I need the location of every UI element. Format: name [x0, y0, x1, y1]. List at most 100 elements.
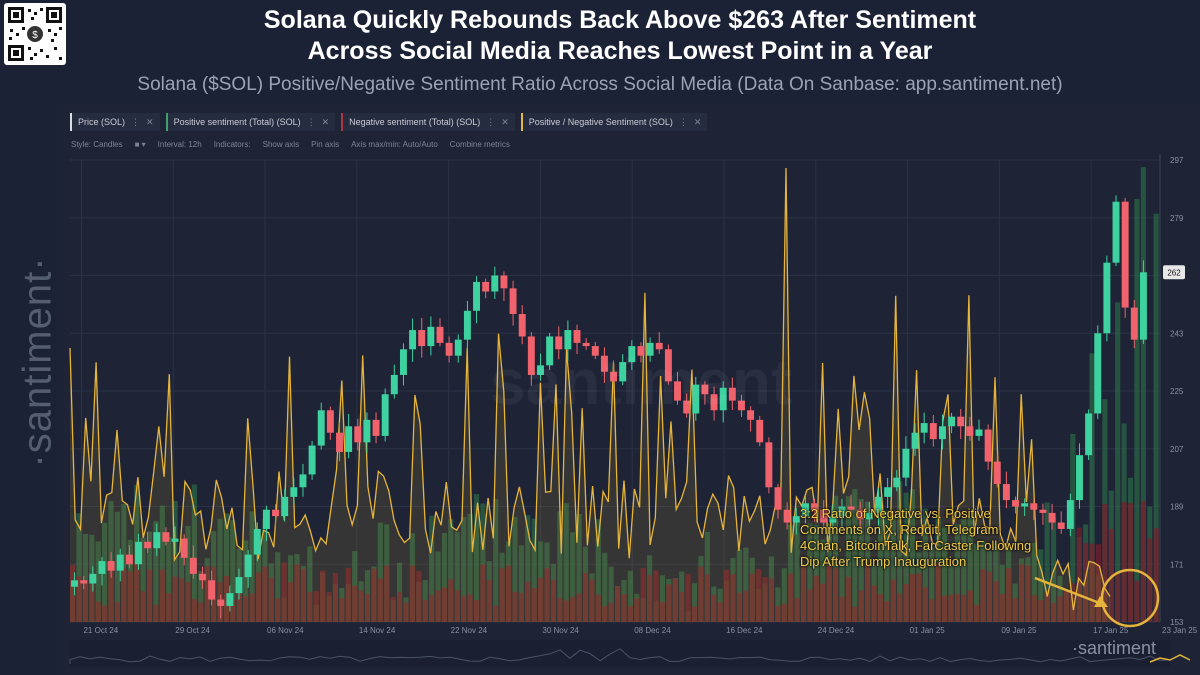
x-tick-label: 21 Oct 24 [83, 626, 118, 635]
candle-body [217, 599, 225, 606]
candle-body [226, 593, 234, 606]
close-icon[interactable]: ✕ [501, 116, 509, 127]
x-tick-label: 23 Jan 25 [1162, 626, 1198, 635]
negative-sentiment-bar [717, 602, 723, 622]
y-tick-label: 243 [1170, 329, 1184, 338]
negative-sentiment-bar [615, 586, 621, 622]
negative-sentiment-bar [647, 575, 653, 622]
positive-sentiment-bar [429, 515, 435, 622]
legend-chip-price[interactable]: Price (SOL) ⋮ ✕ [70, 113, 160, 131]
more-icon[interactable]: ⋮ [131, 116, 141, 127]
negative-sentiment-bar [820, 583, 826, 622]
negative-sentiment-bar [538, 577, 544, 622]
candle-body [281, 496, 289, 517]
candle-body [445, 342, 453, 356]
more-icon[interactable]: ⋮ [306, 116, 316, 127]
candle-body [345, 426, 353, 452]
candle-body [792, 516, 800, 523]
candle-body [71, 580, 79, 587]
positive-sentiment-bar [820, 539, 826, 622]
negative-sentiment-bar [300, 568, 306, 622]
close-icon[interactable]: ✕ [321, 116, 330, 127]
more-icon[interactable]: ⋮ [678, 116, 688, 127]
negative-sentiment-bar [153, 604, 159, 622]
mini-navigator[interactable] [69, 640, 1191, 666]
y-tick-label: 189 [1170, 503, 1184, 512]
candle-body [299, 474, 307, 488]
legend-chip-positive[interactable]: Positive sentiment (Total) (SOL) ⋮ ✕ [165, 113, 336, 131]
candle-body [1139, 272, 1147, 340]
x-tick-label: 24 Dec 24 [818, 626, 855, 635]
negative-sentiment-bar [486, 579, 492, 622]
indicators-button[interactable]: Indicators: [213, 140, 251, 149]
negative-sentiment-bar [653, 570, 659, 622]
candle-body [811, 503, 819, 510]
close-icon[interactable]: ✕ [146, 116, 154, 127]
candle-body [381, 394, 389, 436]
positive-sentiment-bar [76, 513, 82, 622]
chart-subtitle: Solana ($SOL) Positive/Negative Sentimen… [137, 74, 1063, 95]
candle-body [865, 512, 873, 520]
candle-body [884, 487, 892, 497]
x-tick-label: 16 Dec 24 [726, 626, 763, 635]
more-icon[interactable]: ⋮ [486, 116, 496, 127]
negative-sentiment-bar [1083, 542, 1089, 622]
candle-body [436, 326, 444, 343]
color-swatch-icon[interactable]: ■ ▾ [134, 140, 146, 149]
title-line-1: Solana Quickly Rebounds Back Above $263 … [263, 6, 977, 34]
negative-sentiment-bar [826, 565, 832, 622]
candle-body [893, 477, 901, 488]
negative-sentiment-bar [627, 606, 633, 622]
candle-body [957, 416, 965, 427]
candle-body [326, 410, 334, 433]
close-icon[interactable]: ✕ [693, 116, 702, 127]
negative-sentiment-bar [461, 595, 467, 622]
negative-sentiment-bar [640, 568, 646, 622]
negative-sentiment-bar [268, 577, 274, 622]
negative-sentiment-bar [89, 576, 95, 622]
negative-sentiment-bar [1147, 538, 1153, 622]
negative-sentiment-bar [281, 562, 287, 622]
negative-sentiment-bar [525, 581, 531, 622]
negative-sentiment-bar [358, 590, 364, 622]
candle-body [144, 541, 152, 549]
negative-sentiment-bar [1140, 500, 1146, 622]
interval-select[interactable]: Interval: 12h [157, 140, 202, 149]
legend-chip-negative[interactable]: Negative sentiment (Total) (SOL) ⋮ ✕ [341, 113, 515, 131]
candle-body [829, 516, 837, 523]
current-price-label: 262 [1167, 268, 1181, 277]
positive-sentiment-bar [480, 503, 486, 622]
negative-sentiment-bar [807, 589, 813, 622]
legend-label-price: Price (SOL) [78, 117, 126, 127]
combine-metrics-button[interactable]: Combine metrics [449, 140, 510, 149]
negative-sentiment-bar [679, 591, 685, 622]
style-select[interactable]: Style: Candles [71, 140, 123, 149]
negative-sentiment-bar [1134, 580, 1140, 622]
callout-line-3: 4Chan, BitcoinTalk, FarCaster Following [800, 538, 1032, 553]
positive-sentiment-bar [897, 481, 903, 622]
legend-chip-ratio[interactable]: Positive / Negative Sentiment (SOL) ⋮ ✕ [520, 113, 708, 131]
negative-sentiment-bar [493, 605, 499, 622]
candle-body [262, 509, 270, 529]
positive-sentiment-bar [691, 583, 698, 622]
candle-body [820, 509, 828, 523]
candle-body [272, 509, 280, 517]
candle-body [911, 432, 919, 449]
negative-sentiment-bar [480, 564, 486, 622]
negative-sentiment-bar [1063, 590, 1069, 622]
axis-minmax-select[interactable]: Axis max/min: Auto/Auto [351, 140, 438, 149]
current-price-badge [1163, 265, 1185, 280]
positive-sentiment-bar [1115, 302, 1121, 622]
candle-body [491, 275, 499, 292]
candle-body [98, 561, 106, 574]
pin-axis-toggle[interactable]: Pin axis [311, 140, 340, 149]
show-axis-toggle[interactable]: Show axis [262, 140, 300, 149]
negative-sentiment-bar [512, 591, 518, 622]
candle-body [290, 487, 298, 497]
candle-body [710, 394, 718, 411]
negative-sentiment-bar [1108, 528, 1114, 622]
negative-sentiment-bar [467, 594, 473, 622]
x-tick-label: 17 Jan 25 [1093, 626, 1129, 635]
positive-sentiment-bar [95, 541, 101, 622]
sentiment-bars [70, 167, 1159, 622]
